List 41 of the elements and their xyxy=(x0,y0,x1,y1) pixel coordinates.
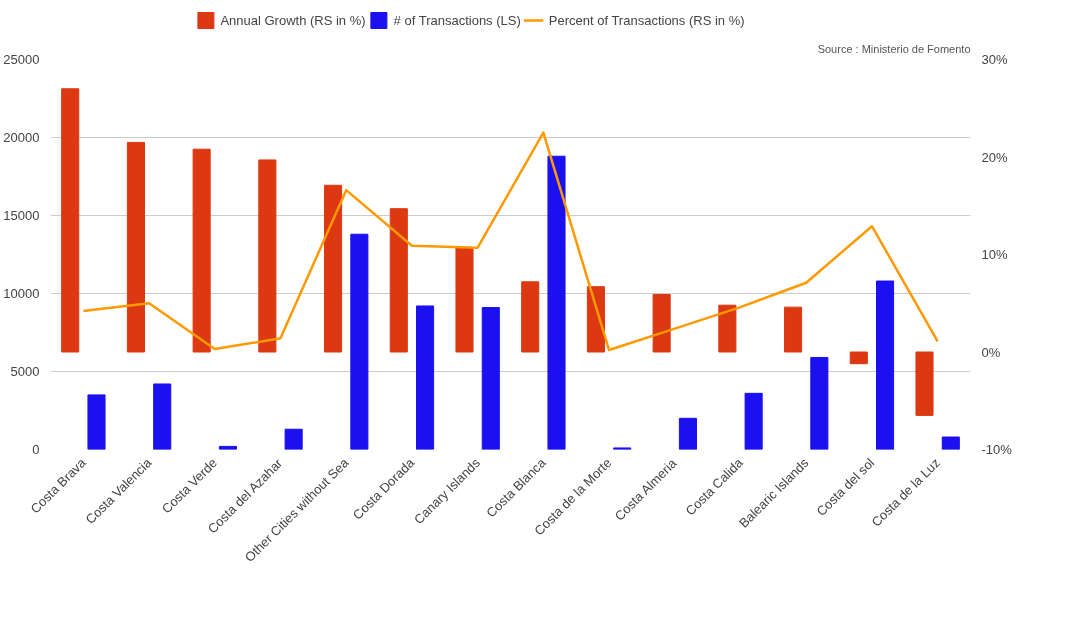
y2-tick-label: 10% xyxy=(981,247,1008,262)
bar xyxy=(744,392,763,450)
bar xyxy=(784,306,803,353)
y-tick-label: 0 xyxy=(32,442,40,457)
bar xyxy=(416,305,435,450)
bar xyxy=(652,293,671,353)
bar xyxy=(941,436,960,450)
y2-tick-label: 30% xyxy=(981,52,1008,67)
source-note: Source : Ministerio de Fomento xyxy=(817,42,971,55)
bar xyxy=(389,208,408,353)
bar xyxy=(718,304,737,353)
legend-label: Percent of Transactions (RS in %) xyxy=(548,12,745,28)
bar xyxy=(61,88,80,353)
bar xyxy=(678,417,697,450)
bar xyxy=(153,383,172,450)
y-tick-label: 15000 xyxy=(3,208,40,223)
bar xyxy=(350,233,369,450)
y2-tick-label: 0% xyxy=(981,344,1001,360)
y-tick-label: 10000 xyxy=(3,286,40,301)
y-tick-label: 5000 xyxy=(10,364,40,379)
y2-tick-label: -10% xyxy=(981,442,1013,457)
bar xyxy=(481,307,500,450)
legend-label: # of Transactions (LS) xyxy=(393,12,521,28)
line-series xyxy=(82,131,939,352)
bar xyxy=(324,184,343,353)
bar xyxy=(547,155,566,450)
bar xyxy=(284,428,303,450)
y-tick-label: 20000 xyxy=(3,130,40,145)
bar xyxy=(87,394,106,450)
y-tick-label: 25000 xyxy=(3,52,40,67)
bar xyxy=(192,148,211,353)
bar xyxy=(876,280,895,450)
bar xyxy=(849,351,868,365)
bar xyxy=(915,351,934,416)
bar xyxy=(126,141,145,353)
bar xyxy=(258,159,277,353)
bar xyxy=(521,281,540,353)
legend-label: Annual Growth (RS in %) xyxy=(220,12,366,28)
bar xyxy=(455,247,474,353)
y2-tick-label: 20% xyxy=(981,149,1008,165)
bar xyxy=(810,356,829,450)
